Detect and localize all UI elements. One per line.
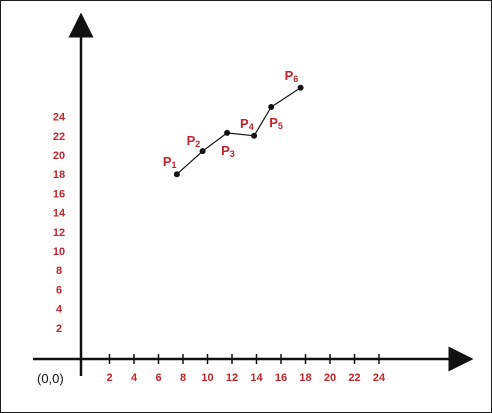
y-tick-label: 12: [53, 227, 65, 239]
x-tick-label: 6: [155, 372, 161, 384]
y-tick-label: 22: [53, 131, 65, 143]
data-point: [298, 85, 304, 91]
series-group: P1 P2 P3 P4 P5 P6: [163, 68, 304, 177]
point-label: P2: [187, 133, 201, 149]
x-tick-label: 14: [250, 372, 263, 384]
x-tick-label: 10: [201, 372, 213, 384]
point-label: P6: [285, 68, 299, 84]
x-tick-label: 20: [324, 372, 336, 384]
data-point: [251, 133, 257, 139]
y-tick-label: 8: [56, 265, 62, 277]
x-tick-label: 12: [226, 372, 238, 384]
y-tick-label: 18: [53, 169, 65, 181]
y-tick-label: 6: [56, 284, 62, 296]
x-tick-label: 2: [106, 372, 112, 384]
y-tick-label: 20: [53, 150, 65, 162]
y-tick-label: 14: [53, 208, 66, 220]
y-tick-label: 2: [56, 323, 62, 335]
data-point: [174, 171, 180, 177]
point-label: P4: [240, 116, 254, 132]
series-line: [177, 88, 301, 174]
y-tick-label: 10: [53, 246, 65, 258]
y-tick-label: 24: [53, 112, 66, 124]
data-point: [200, 148, 206, 154]
point-label: P3: [221, 143, 235, 159]
x-tick-label: 22: [348, 372, 360, 384]
point-label: P1: [163, 154, 177, 170]
x-tick-label: 8: [180, 372, 186, 384]
x-tick-label: 16: [275, 372, 287, 384]
origin-label: (0,0): [37, 371, 64, 386]
y-tick-label: 16: [53, 188, 65, 200]
x-tick-label: 4: [131, 372, 138, 384]
x-tick-label: 18: [299, 372, 311, 384]
x-tick-label: 24: [373, 372, 386, 384]
y-tick-label: 4: [56, 304, 63, 316]
data-point: [268, 104, 274, 110]
data-point: [224, 130, 230, 136]
point-label: P5: [269, 115, 283, 131]
